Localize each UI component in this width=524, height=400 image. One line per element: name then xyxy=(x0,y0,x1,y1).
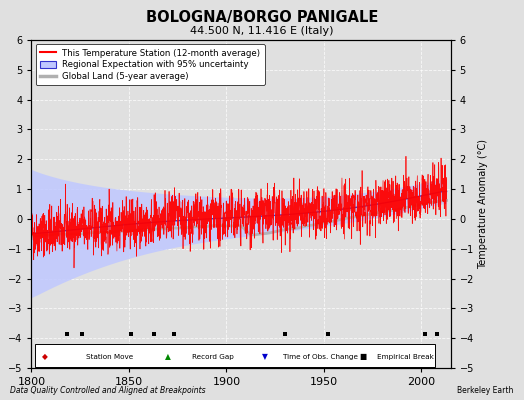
Text: ■: ■ xyxy=(359,352,366,361)
Text: Empirical Break: Empirical Break xyxy=(377,354,434,360)
Text: Berkeley Earth: Berkeley Earth xyxy=(457,386,514,395)
Y-axis label: Temperature Anomaly (°C): Temperature Anomaly (°C) xyxy=(478,139,488,269)
Text: ▼: ▼ xyxy=(263,352,268,361)
Legend: This Temperature Station (12-month average), Regional Expectation with 95% uncer: This Temperature Station (12-month avera… xyxy=(36,44,265,85)
Text: Time of Obs. Change: Time of Obs. Change xyxy=(282,354,357,360)
Text: Station Move: Station Move xyxy=(86,354,133,360)
Text: BOLOGNA/BORGO PANIGALE: BOLOGNA/BORGO PANIGALE xyxy=(146,10,378,25)
Text: Record Gap: Record Gap xyxy=(192,354,234,360)
Text: 44.500 N, 11.416 E (Italy): 44.500 N, 11.416 E (Italy) xyxy=(190,26,334,36)
Text: ▲: ▲ xyxy=(165,352,171,361)
Text: Data Quality Controlled and Aligned at Breakpoints: Data Quality Controlled and Aligned at B… xyxy=(10,386,206,395)
Bar xyxy=(35,344,435,368)
Text: ◆: ◆ xyxy=(42,352,48,361)
